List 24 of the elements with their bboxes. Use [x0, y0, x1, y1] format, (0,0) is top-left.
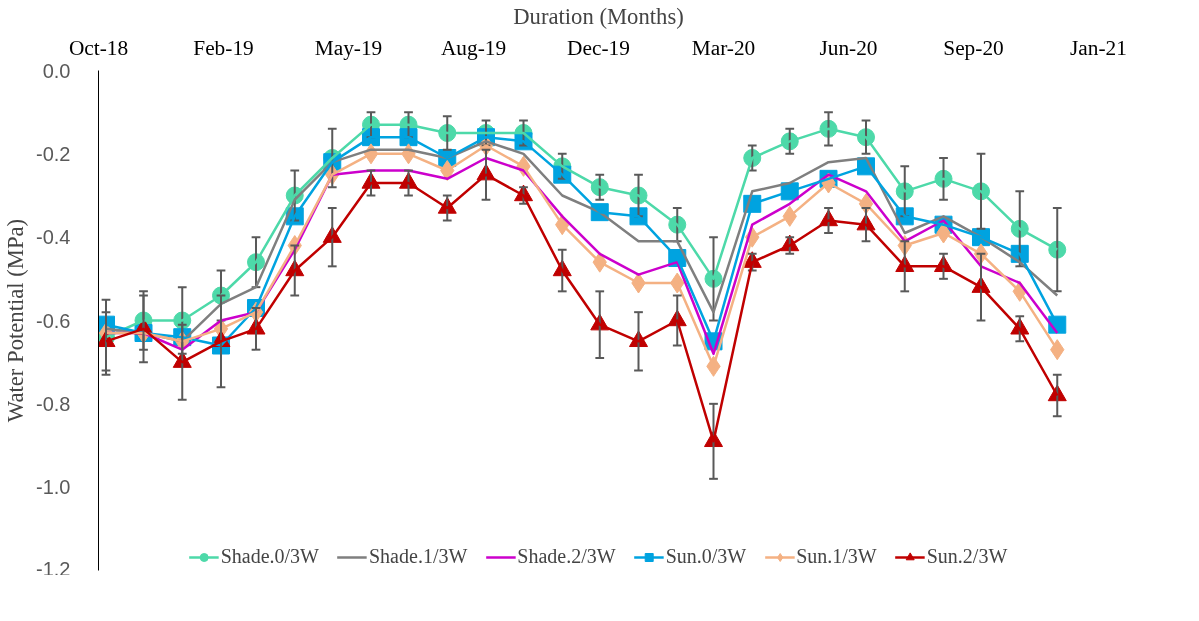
y-tick-label: -1.2 [36, 557, 71, 580]
y-tick-label: 0.0 [42, 59, 71, 82]
legend-label: Sun.0/3W [665, 545, 747, 568]
legend-label: Sun.1/3W [796, 545, 877, 568]
x-tick-label: May-19 [314, 35, 383, 60]
x-tick-label: Feb-19 [193, 35, 254, 60]
x-tick-label: Jan-21 [1070, 35, 1127, 60]
legend-label: Shade.0/3W [220, 545, 319, 568]
legend-label: Shade.2/3W [517, 545, 616, 568]
y-tick-label: -0.8 [36, 392, 71, 415]
y-tick-label: -1.0 [36, 476, 71, 499]
x-tick-label: Mar-20 [691, 35, 756, 60]
x-axis-title: Duration (Months) [513, 3, 684, 29]
y-axis-title: Water Potential (MPa) [3, 218, 29, 423]
x-tick-label: Oct-18 [68, 35, 129, 60]
legend-label: Sun.2/3W [926, 545, 1008, 568]
x-tick-label: Jun-20 [819, 35, 878, 60]
x-tick-label: Aug-19 [440, 35, 507, 60]
y-tick-label: -0.4 [36, 226, 71, 249]
y-tick-label: -0.2 [36, 142, 71, 165]
x-tick-label: Dec-19 [567, 35, 630, 60]
legend-label: Shade.1/3W [369, 545, 468, 568]
y-tick-label: -0.6 [36, 309, 71, 332]
x-tick-label: Sep-20 [943, 35, 1004, 60]
